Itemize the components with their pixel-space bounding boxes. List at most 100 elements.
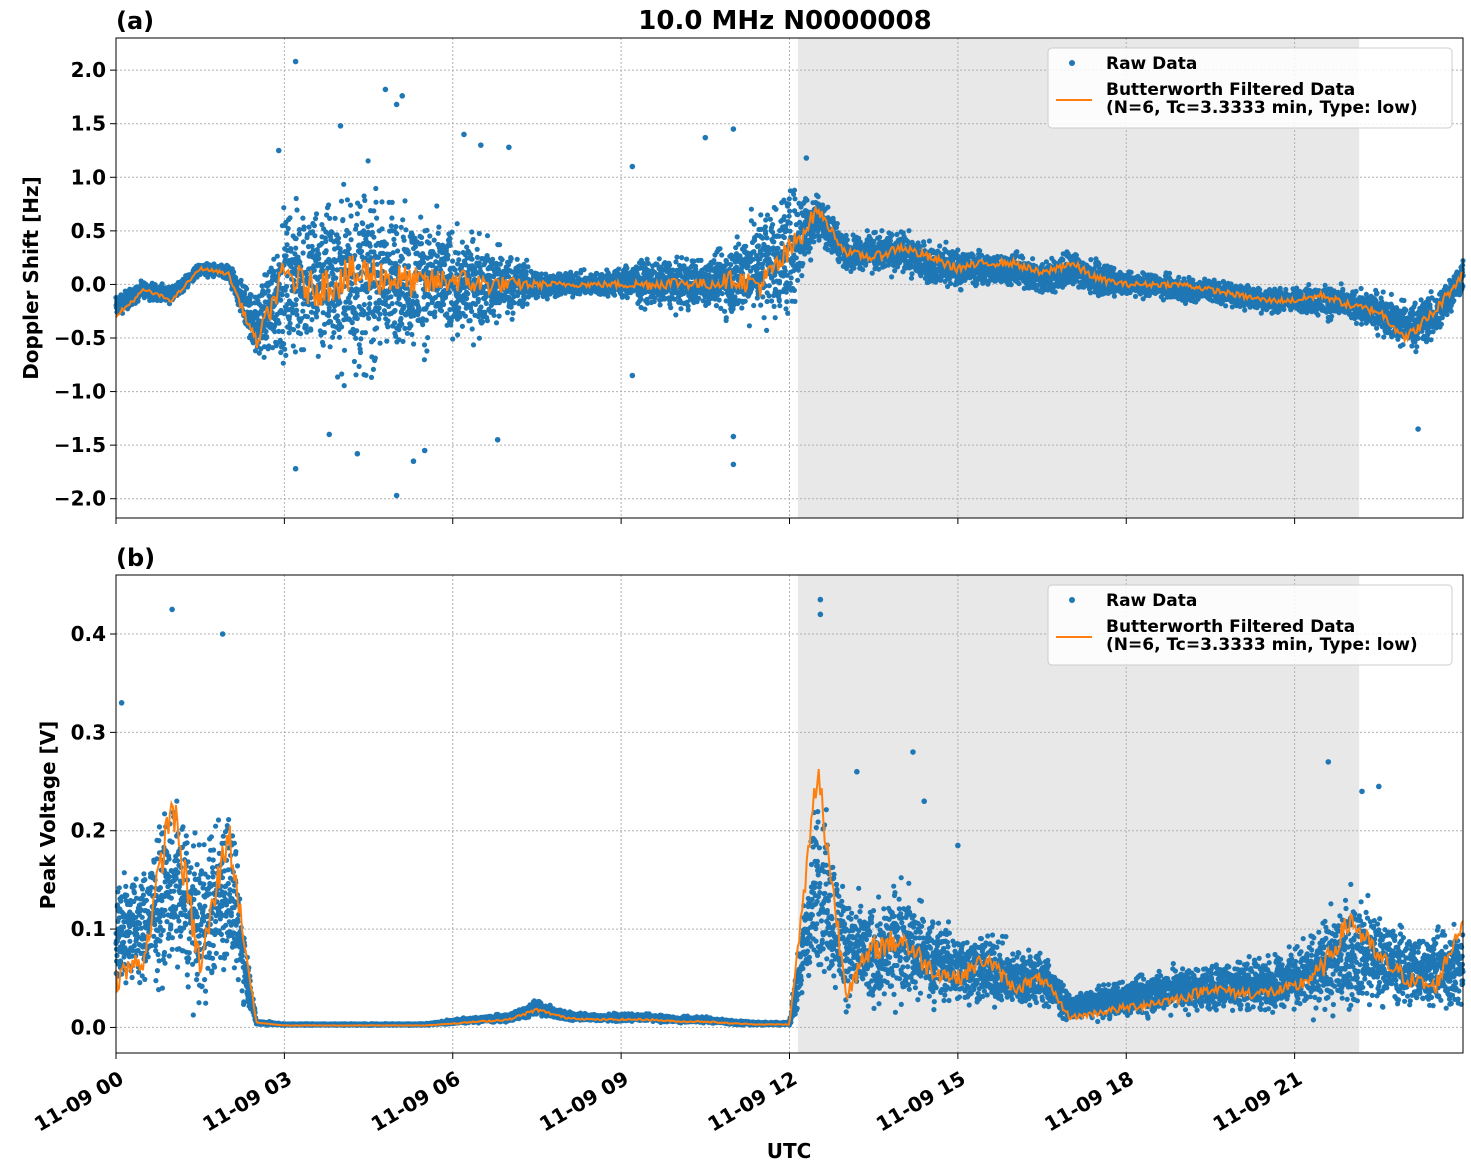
raw-data-point xyxy=(371,234,377,240)
raw-data-point xyxy=(284,242,290,248)
raw-data-point xyxy=(409,331,415,338)
raw-data-point xyxy=(351,358,357,365)
raw-data-point xyxy=(361,228,367,234)
raw-data-point xyxy=(300,308,306,314)
raw-data-point xyxy=(274,253,280,259)
raw-data-point xyxy=(426,240,432,246)
raw-data-point xyxy=(791,187,798,193)
raw-data-point xyxy=(256,350,262,356)
raw-data-point xyxy=(425,335,431,341)
raw-data-point xyxy=(524,301,530,307)
raw-data-point xyxy=(313,211,320,217)
raw-data-point xyxy=(335,374,341,380)
raw-data-point xyxy=(304,314,311,320)
raw-data-point xyxy=(356,342,362,348)
raw-data-point xyxy=(483,300,489,306)
raw-data-point xyxy=(792,196,798,202)
raw-data-point xyxy=(280,328,286,335)
raw-data-point xyxy=(786,213,792,219)
raw-data-point xyxy=(389,199,395,205)
raw-data-point xyxy=(399,321,405,327)
raw-data-point xyxy=(788,275,794,281)
panel-a-label: (a) xyxy=(116,7,154,35)
raw-data-point xyxy=(787,280,794,286)
raw-data-point xyxy=(359,248,365,254)
raw-data-point xyxy=(379,199,385,205)
raw-data-point xyxy=(316,251,322,257)
raw-data-point xyxy=(360,221,366,227)
raw-data-point xyxy=(276,328,282,334)
raw-data-point xyxy=(679,255,685,261)
raw-data-point xyxy=(384,338,390,344)
raw-data-point xyxy=(335,235,342,241)
raw-data-point xyxy=(285,225,291,232)
raw-data-point xyxy=(389,215,395,221)
raw-data-point xyxy=(766,293,772,299)
raw-data-point xyxy=(795,277,801,283)
raw-data-point xyxy=(286,330,292,336)
raw-data-point xyxy=(300,239,307,245)
raw-data-point xyxy=(434,203,440,209)
raw-data-point xyxy=(297,259,303,265)
raw-data-point xyxy=(264,334,270,340)
raw-data-point xyxy=(271,256,277,262)
raw-data-point xyxy=(673,312,679,318)
raw-data-point xyxy=(292,349,298,355)
raw-data-point xyxy=(367,301,373,307)
raw-data-point xyxy=(791,287,798,293)
raw-data-point xyxy=(284,292,290,298)
raw-data-point xyxy=(752,237,758,243)
raw-data-point xyxy=(716,297,722,303)
raw-data-point xyxy=(321,329,327,336)
raw-data-point xyxy=(370,366,376,372)
raw-data-point xyxy=(388,294,394,300)
raw-data-point xyxy=(341,383,347,389)
raw-data-point xyxy=(317,328,323,334)
raw-data-point xyxy=(327,215,333,221)
raw-data-point xyxy=(401,237,407,243)
raw-data-point xyxy=(764,212,771,218)
raw-data-point xyxy=(491,312,497,318)
raw-data-point xyxy=(423,317,429,323)
raw-data-point xyxy=(393,224,399,230)
raw-data-point xyxy=(843,232,849,238)
raw-data-point xyxy=(278,297,284,303)
raw-data-point xyxy=(238,277,244,283)
raw-data-point xyxy=(509,316,515,322)
raw-data-point xyxy=(376,316,382,322)
raw-data-point xyxy=(511,300,517,306)
raw-data-point xyxy=(524,257,530,263)
raw-data-point xyxy=(367,243,373,249)
raw-data-point xyxy=(315,353,321,359)
raw-data-point xyxy=(484,318,490,324)
raw-data-point xyxy=(427,233,433,239)
raw-data-point xyxy=(493,320,500,326)
raw-data-point xyxy=(349,320,355,326)
raw-data-point xyxy=(642,306,648,312)
raw-data-point xyxy=(358,336,364,342)
raw-data-point xyxy=(667,262,673,268)
raw-data-point xyxy=(343,312,349,318)
raw-data-point xyxy=(298,316,304,322)
raw-data-point xyxy=(312,233,318,239)
raw-data-point xyxy=(295,323,301,329)
raw-data-point xyxy=(860,267,866,273)
raw-data-point xyxy=(401,303,407,309)
raw-data-point xyxy=(297,331,304,337)
raw-data-point xyxy=(362,197,368,203)
raw-data-point xyxy=(769,298,775,304)
raw-data-point xyxy=(450,258,456,264)
raw-data-point xyxy=(346,245,352,252)
raw-data-point xyxy=(470,236,476,243)
raw-data-point xyxy=(310,229,316,235)
raw-data-point xyxy=(804,197,810,203)
raw-data-point xyxy=(362,330,368,336)
raw-data-point xyxy=(348,213,354,219)
raw-data-point xyxy=(331,308,337,314)
figure-title: 10.0 MHz N0000008 xyxy=(638,6,931,36)
raw-data-point xyxy=(825,204,831,210)
raw-data-point xyxy=(470,342,477,348)
raw-data-point xyxy=(421,342,428,348)
